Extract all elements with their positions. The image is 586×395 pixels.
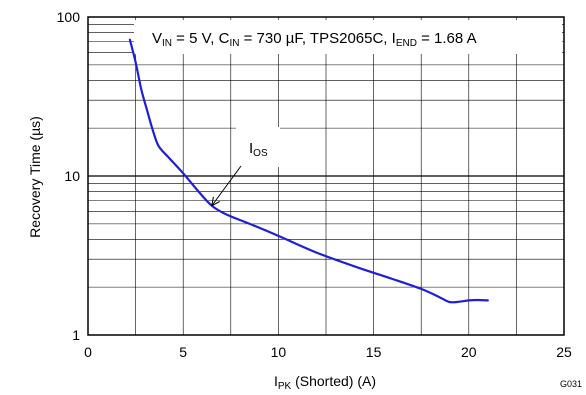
annotation-arrowhead [211, 196, 220, 207]
x-tick-label: 25 [556, 344, 572, 360]
x-tick-labels: 0 5 10 15 20 25 [84, 344, 572, 360]
conditions-label: VIN = 5 V, CIN = 730 µF, TPS2065C, IEND … [152, 30, 477, 49]
y-axis-label: Recovery Time (µs) [27, 116, 43, 238]
y-tick-label: 100 [57, 9, 81, 25]
x-tick-label: 15 [366, 344, 382, 360]
x-tick-label: 0 [84, 344, 92, 360]
conditions-label-background [134, 20, 562, 54]
annotation-label-background [236, 127, 280, 167]
plot-frame [87, 16, 565, 336]
y-tick-labels: 1 10 100 [57, 9, 81, 343]
x-tick-label: 20 [461, 344, 477, 360]
annotation-label: IOS [249, 140, 268, 159]
y-tick-label: 10 [64, 168, 80, 184]
x-axis-label: IPK (Shorted) (A) [274, 373, 376, 392]
x-tick-label: 10 [271, 344, 287, 360]
x-tick-label: 5 [179, 344, 187, 360]
series-line [128, 38, 489, 304]
annotation-arrow [211, 165, 242, 207]
figure-code: G031 [560, 379, 582, 389]
y-tick-label: 1 [72, 327, 80, 343]
